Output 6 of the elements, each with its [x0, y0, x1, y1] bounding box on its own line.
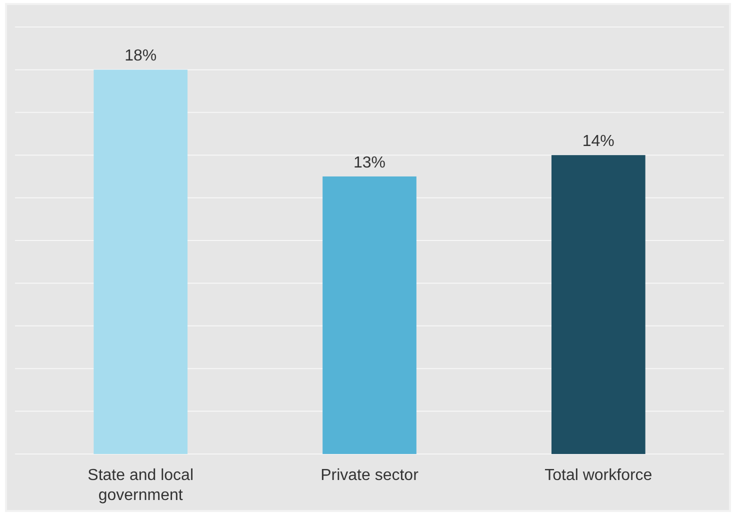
x-tick-label: Total workforce — [544, 467, 652, 484]
x-tick-label: State and local government — [88, 467, 194, 504]
data-label: 18% — [124, 48, 157, 65]
data-label: 14% — [582, 133, 614, 150]
x-tick-label: Private sector — [320, 467, 420, 484]
data-label: 13% — [353, 154, 386, 172]
